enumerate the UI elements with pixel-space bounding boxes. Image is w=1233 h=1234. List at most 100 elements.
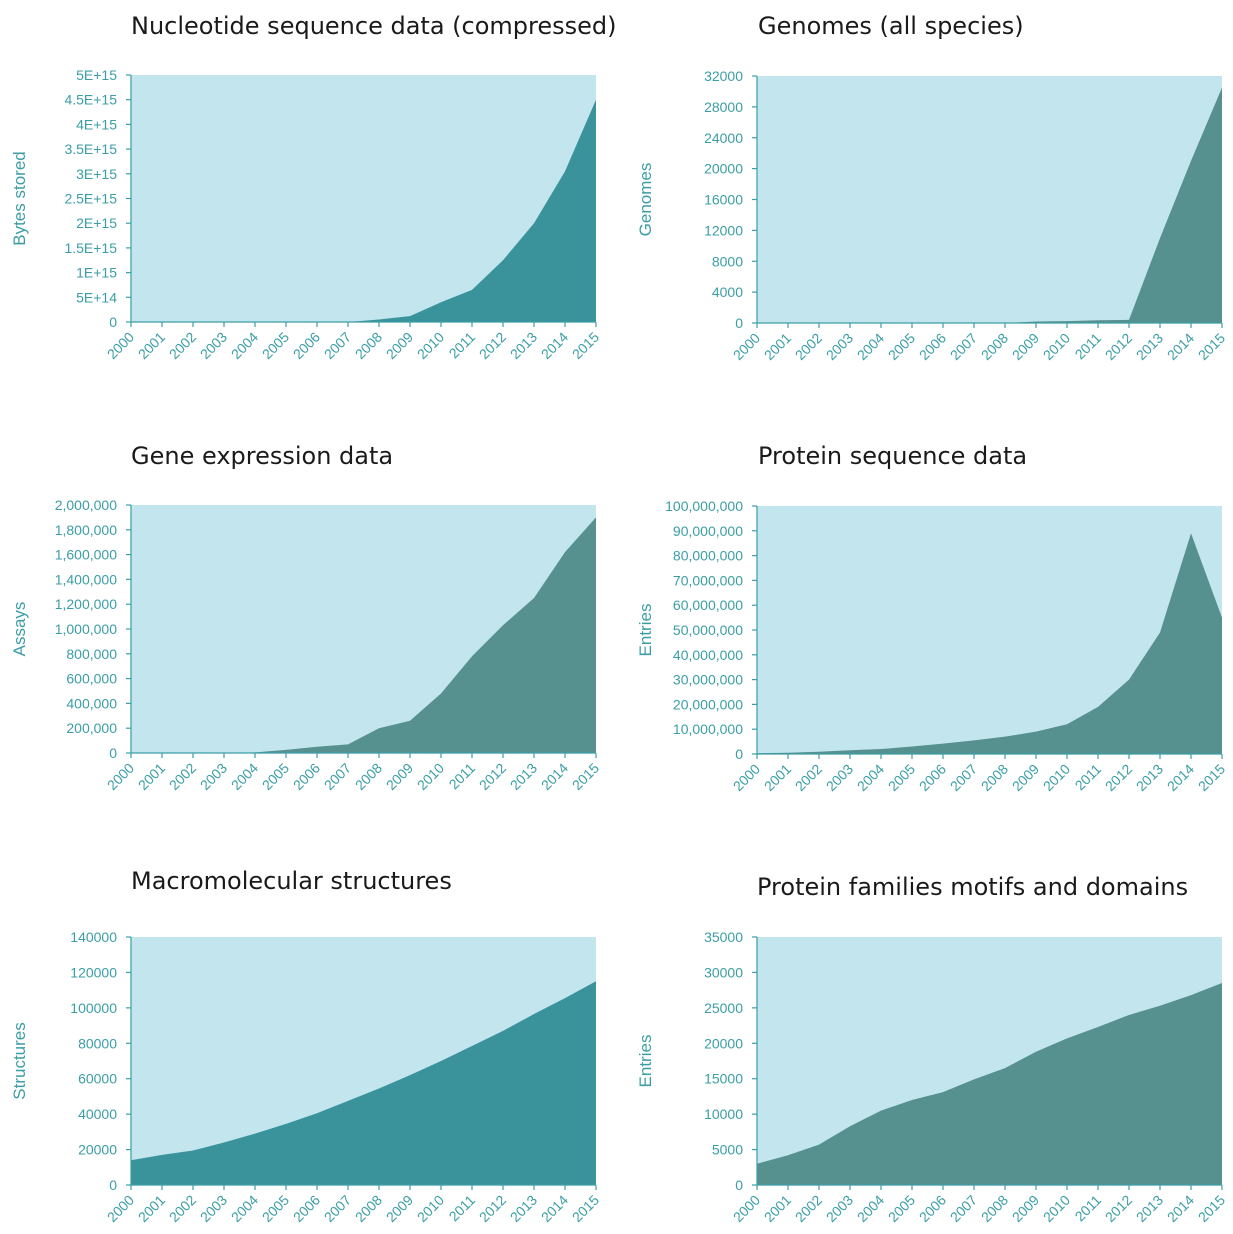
y-axis-label: Bytes stored [10,151,29,246]
x-tick-label: 2011 [1072,330,1105,363]
x-tick-label: 2007 [947,330,980,363]
area-series-genomes [757,87,1222,323]
y-tick-label: 16000 [704,192,743,208]
x-tick-label: 2003 [197,760,230,793]
x-tick-label: 2007 [947,1192,980,1225]
x-tick-label: 2007 [321,1192,354,1225]
y-tick-label: 0 [109,314,117,330]
chart-nucleotide: 0 5E+14 1E+15 1.5E+15 2E+15 2.5E+15 3E+15 3.5E+… [10,12,616,362]
x-tick-label: 2006 [290,760,323,793]
x-tick-label: 2003 [197,1192,230,1225]
x-tick-label: 2012 [1102,1192,1135,1225]
y-tick-label: 12000 [704,222,743,238]
y-tick-label: 100,000,000 [665,498,743,514]
x-tick-label: 2011 [446,760,479,793]
y-tick-label: 80,000,000 [673,548,743,564]
x-tick-label: 2006 [916,761,949,794]
y-tick-label: 3.5E+15 [64,141,117,157]
x-tick-label: 2013 [507,760,540,793]
x-tick-label: 2013 [1133,1192,1166,1225]
y-tick-label: 35000 [704,929,743,945]
x-tick-label: 2009 [383,1192,416,1225]
y-tick-label: 1E+15 [76,265,117,281]
y-tick-label: 400,000 [66,695,117,711]
y-axis-label: Entries [636,604,655,657]
y-tick-label: 0 [735,746,743,762]
x-tick-label: 2012 [476,1192,509,1225]
x-tick-label: 2000 [104,760,137,793]
x-tick-label: 2014 [538,329,571,362]
x-tick-label: 2009 [1009,1192,1042,1225]
y-tick-label: 100000 [70,1000,117,1016]
x-tick-label: 2004 [854,1192,887,1225]
y-axis-label: Genomes [636,163,655,237]
chart-title: Nucleotide sequence data (compressed) [131,12,616,40]
y-tick-label: 80000 [78,1035,117,1051]
chart-protein-sequence: 0 10,000,000 20,000,000 30,000,000 40,000,00… [636,442,1228,794]
x-tick-label: 2009 [1009,761,1042,794]
x-tick-label: 2005 [885,1192,918,1225]
area-series-protein-sequence [757,533,1222,754]
y-tick-label: 4E+15 [76,116,117,132]
y-tick-label: 60,000,000 [673,597,743,613]
x-tick-label: 2007 [321,329,354,362]
y-tick-label: 0 [109,1177,117,1193]
x-tick-label: 2000 [104,1192,137,1225]
x-tick-label: 2014 [538,760,571,793]
x-tick-label: 2012 [1102,761,1135,794]
y-tick-label: 32000 [704,68,743,84]
chart-genomes: 0 4000 8000 12000 16000 20000 24000 28000 32000 2… [636,12,1228,363]
y-tick-label: 70,000,000 [673,572,743,588]
y-tick-label: 5E+15 [76,67,117,83]
chart-title: Protein families motifs and domains [757,873,1188,901]
y-tick-label: 1,800,000 [55,522,117,538]
chart-protein-families: 0500010000150002000025000300003500020002… [636,873,1228,1225]
y-tick-label: 40,000,000 [673,647,743,663]
x-tick-label: 2002 [792,761,825,794]
y-tick-label: 40000 [78,1106,117,1122]
chart-title: Genomes (all species) [758,12,1024,40]
chart-macromolecular: 0 20000 40000 60000 80000 100000 120000 140000 2… [10,867,602,1225]
x-tick-label: 2015 [1195,330,1228,363]
y-tick-label: 20000 [78,1142,117,1158]
y-tick-label: 4.5E+15 [64,92,117,108]
x-tick-label: 2006 [290,329,323,362]
x-tick-label: 2015 [569,760,602,793]
x-tick-label: 2010 [1040,761,1073,794]
x-tick-label: 2000 [730,761,763,794]
x-tick-label: 2001 [761,330,794,363]
x-tick-label: 2013 [507,329,540,362]
x-tick-label: 2012 [476,329,509,362]
y-tick-label: 20,000,000 [673,696,743,712]
y-tick-label: 10000 [704,1106,743,1122]
x-tick-label: 2004 [228,329,261,362]
x-tick-label: 2010 [414,1192,447,1225]
x-tick-label: 2011 [446,329,479,362]
y-tick-label: 30,000,000 [673,672,743,688]
x-tick-label: 2014 [1164,761,1197,794]
y-tick-label: 0 [735,1177,743,1193]
x-tick-label: 2001 [135,760,168,793]
x-tick-label: 2004 [854,330,887,363]
x-tick-label: 2009 [1009,330,1042,363]
chart-title: Protein sequence data [758,442,1027,470]
y-tick-label: 90,000,000 [673,523,743,539]
y-tick-label: 3E+15 [76,166,117,182]
x-tick-label: 2014 [1164,1192,1197,1225]
x-tick-label: 2004 [228,760,261,793]
y-tick-label: 1,000,000 [55,621,117,637]
y-tick-label: 50,000,000 [673,622,743,638]
area-series-gene-expression [131,517,596,753]
x-tick-label: 2005 [259,329,292,362]
x-tick-label: 2001 [135,329,168,362]
x-tick-label: 2008 [352,760,385,793]
x-tick-label: 2004 [228,1192,261,1225]
x-tick-label: 2015 [569,1192,602,1225]
x-tick-label: 2002 [166,760,199,793]
y-tick-label: 600,000 [66,671,117,687]
y-tick-label: 0 [735,315,743,331]
x-tick-label: 2005 [885,330,918,363]
x-tick-label: 2008 [352,329,385,362]
y-tick-label: 1,200,000 [55,596,117,612]
